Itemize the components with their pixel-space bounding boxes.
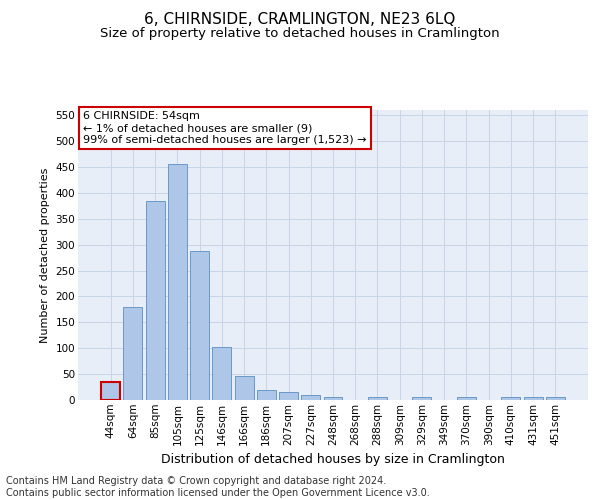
Bar bbox=[502, 398, 520, 400]
X-axis label: Distribution of detached houses by size in Cramlington: Distribution of detached houses by size … bbox=[161, 453, 505, 466]
Bar bbox=[279, 392, 298, 400]
Bar bbox=[323, 398, 343, 400]
Bar bbox=[412, 398, 431, 400]
Bar bbox=[168, 164, 187, 400]
Text: 6 CHIRNSIDE: 54sqm
← 1% of detached houses are smaller (9)
99% of semi-detached : 6 CHIRNSIDE: 54sqm ← 1% of detached hous… bbox=[83, 112, 367, 144]
Bar bbox=[146, 200, 164, 400]
Bar bbox=[546, 398, 565, 400]
Text: Contains HM Land Registry data © Crown copyright and database right 2024.
Contai: Contains HM Land Registry data © Crown c… bbox=[6, 476, 430, 498]
Bar bbox=[101, 382, 120, 400]
Bar bbox=[190, 251, 209, 400]
Bar bbox=[212, 346, 231, 400]
Bar bbox=[124, 307, 142, 400]
Y-axis label: Number of detached properties: Number of detached properties bbox=[40, 168, 50, 342]
Bar bbox=[301, 395, 320, 400]
Text: 6, CHIRNSIDE, CRAMLINGTON, NE23 6LQ: 6, CHIRNSIDE, CRAMLINGTON, NE23 6LQ bbox=[145, 12, 455, 28]
Bar bbox=[368, 398, 387, 400]
Text: Size of property relative to detached houses in Cramlington: Size of property relative to detached ho… bbox=[100, 28, 500, 40]
Bar bbox=[524, 398, 542, 400]
Bar bbox=[235, 376, 254, 400]
Bar bbox=[257, 390, 276, 400]
Bar bbox=[457, 398, 476, 400]
